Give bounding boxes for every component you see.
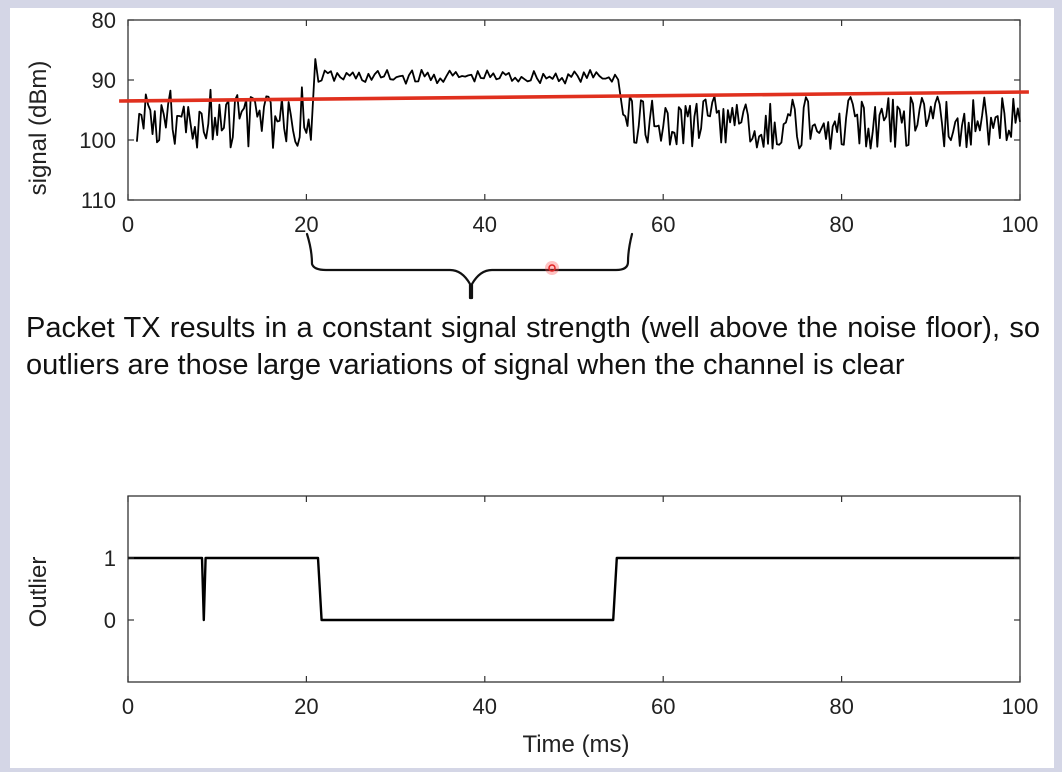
outlier-x-tick-label: 100 (1002, 694, 1039, 719)
signal-x-tick-label: 40 (473, 212, 497, 237)
signal-y-tick-label: 80 (92, 8, 116, 33)
signal-x-tick-label: 20 (294, 212, 318, 237)
cursor-pointer-indicator (545, 261, 559, 275)
signal-y-tick-label: 110 (81, 188, 116, 213)
caption-text: Packet TX results in a constant signal s… (26, 312, 1040, 381)
cursor-pointer-dot (548, 264, 556, 272)
signal-y-axis-label: signal (dBm) (25, 61, 52, 196)
outlier-x-tick-label: 60 (651, 694, 675, 719)
outlier-series-0-line (128, 556, 1020, 622)
signal-x-tick-label: 100 (1002, 212, 1039, 237)
signal-series-1-line (119, 90, 1029, 103)
signal-chart: 0 20 40 60 80 100 80 90 100 110 signal (dBm) (25, 8, 1039, 300)
outlier-x-tick-label: 0 (122, 694, 134, 719)
outlier-x-tick-label: 40 (473, 694, 497, 719)
signal-plot-frame (127, 19, 1021, 201)
signal-x-tick-label: 0 (122, 212, 134, 237)
signal-series-0-line (136, 58, 1021, 150)
outlier-plot-frame (127, 495, 1021, 683)
signal-x-tick-label: 80 (829, 212, 853, 237)
annotation-bracket (305, 232, 634, 300)
time-x-axis-label: Time (ms) (522, 731, 629, 758)
outlier-y-axis-label: Outlier (25, 557, 52, 628)
outlier-y-tick-label: 1 (104, 546, 116, 571)
outlier-x-tick-label: 80 (829, 694, 853, 719)
signal-y-tick-label: 90 (92, 68, 116, 93)
signal-y-tick-label: 100 (79, 128, 116, 153)
slide: 0 20 40 60 80 100 80 90 100 110 signal (dBm) Pack… (10, 8, 1054, 768)
outlier-y-tick-label: 0 (104, 608, 116, 633)
outlier-x-tick-label: 20 (294, 694, 318, 719)
signal-x-tick-label: 60 (651, 212, 675, 237)
